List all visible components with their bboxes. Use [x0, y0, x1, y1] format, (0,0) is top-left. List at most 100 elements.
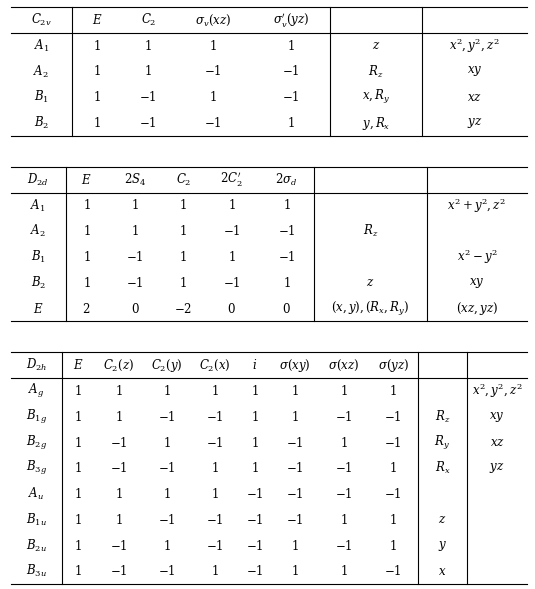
Text: $1$: $1$ [340, 564, 348, 578]
Text: $0$: $0$ [131, 302, 139, 316]
Text: $-1$: $-1$ [335, 410, 353, 424]
Text: $-1$: $-1$ [158, 461, 175, 475]
Text: $D_{2h}$: $D_{2h}$ [26, 357, 47, 373]
Text: $1$: $1$ [250, 410, 258, 424]
Text: $1$: $1$ [209, 39, 217, 53]
Text: $-1$: $-1$ [158, 564, 175, 578]
Text: $-1$: $-1$ [110, 564, 127, 578]
Text: $1$: $1$ [250, 435, 258, 449]
Text: $1$: $1$ [287, 116, 295, 130]
Text: $E$: $E$ [73, 358, 83, 372]
Text: $-1$: $-1$ [140, 90, 157, 104]
Text: $2S_4$: $2S_4$ [124, 171, 146, 188]
Text: $yz$: $yz$ [490, 461, 505, 475]
Text: $B_2$: $B_2$ [34, 115, 49, 131]
Text: $A_u$: $A_u$ [28, 486, 44, 502]
Text: $x^2, y^2, z^2$: $x^2, y^2, z^2$ [472, 382, 522, 401]
Text: $\sigma(yz)$: $\sigma(yz)$ [378, 357, 409, 374]
Text: $1$: $1$ [211, 384, 219, 398]
Text: $B_{1u}$: $B_{1u}$ [26, 512, 47, 528]
Text: $1$: $1$ [291, 564, 299, 578]
Text: $z$: $z$ [438, 514, 447, 527]
Text: $z$: $z$ [372, 39, 380, 52]
Text: $1$: $1$ [211, 461, 219, 475]
Text: $-1$: $-1$ [110, 538, 127, 552]
Text: $B_{3u}$: $B_{3u}$ [26, 563, 47, 580]
Text: $1$: $1$ [82, 224, 90, 239]
Text: $1$: $1$ [74, 461, 82, 475]
Text: $1$: $1$ [74, 487, 82, 501]
Text: $B_{2g}$: $B_{2g}$ [26, 434, 47, 452]
Text: $(xz,yz)$: $(xz,yz)$ [456, 300, 498, 317]
Text: $-1$: $-1$ [246, 513, 263, 527]
Text: $-1$: $-1$ [335, 538, 353, 552]
Text: $-1$: $-1$ [384, 435, 402, 449]
Text: $-1$: $-1$ [204, 116, 221, 130]
Text: $B_1$: $B_1$ [34, 89, 49, 105]
Text: $C_2(y)$: $C_2(y)$ [151, 357, 182, 374]
Text: $\sigma_v'(yz)$: $\sigma_v'(yz)$ [273, 11, 309, 29]
Text: $1$: $1$ [131, 224, 139, 239]
Text: $1$: $1$ [82, 250, 90, 264]
Text: $1$: $1$ [82, 276, 90, 290]
Text: $2C_2'$: $2C_2'$ [220, 171, 243, 188]
Text: $-1$: $-1$ [204, 64, 221, 78]
Text: $1$: $1$ [144, 39, 152, 53]
Text: $-1$: $-1$ [335, 487, 353, 501]
Text: $A_2$: $A_2$ [33, 64, 49, 80]
Text: $B_{3g}$: $B_{3g}$ [26, 459, 47, 477]
Text: $i$: $i$ [252, 358, 257, 372]
Text: $C_2$: $C_2$ [175, 171, 191, 188]
Text: $1$: $1$ [94, 64, 101, 78]
Text: $2\sigma_d$: $2\sigma_d$ [276, 171, 298, 188]
Text: $-1$: $-1$ [246, 487, 263, 501]
Text: $-1$: $-1$ [246, 538, 263, 552]
Text: $1$: $1$ [163, 435, 171, 449]
Text: $1$: $1$ [115, 513, 123, 527]
Text: $-1$: $-1$ [206, 513, 224, 527]
Text: $-2$: $-2$ [174, 302, 193, 316]
Text: $-1$: $-1$ [158, 410, 175, 424]
Text: $x^2+y^2, z^2$: $x^2+y^2, z^2$ [447, 196, 507, 215]
Text: $1$: $1$ [74, 435, 82, 449]
Text: $C_2(x)$: $C_2(x)$ [199, 358, 231, 373]
Text: $1$: $1$ [163, 538, 171, 552]
Text: $R_z$: $R_z$ [368, 64, 384, 80]
Text: $1$: $1$ [74, 410, 82, 424]
Text: $B_2$: $B_2$ [30, 274, 46, 291]
Text: $E$: $E$ [81, 173, 92, 187]
Text: $xy$: $xy$ [467, 64, 482, 78]
Text: $\sigma(xy)$: $\sigma(xy)$ [279, 357, 310, 374]
Text: $A_1$: $A_1$ [34, 38, 49, 54]
Text: $xy$: $xy$ [490, 410, 505, 424]
Text: $z$: $z$ [366, 276, 374, 289]
Text: $1$: $1$ [74, 384, 82, 398]
Text: $1$: $1$ [291, 384, 299, 398]
Text: $1$: $1$ [163, 487, 171, 501]
Text: $-1$: $-1$ [278, 250, 295, 264]
Text: $1$: $1$ [340, 384, 348, 398]
Text: $1$: $1$ [115, 487, 123, 501]
Text: $-1$: $-1$ [282, 64, 300, 78]
Text: $C_2$: $C_2$ [141, 12, 156, 28]
Text: $1$: $1$ [291, 538, 299, 552]
Text: $-1$: $-1$ [126, 250, 144, 264]
Text: $C_{2v}$: $C_{2v}$ [31, 12, 52, 28]
Text: $(x,y),(R_x,R_y)$: $(x,y),(R_x,R_y)$ [331, 300, 410, 317]
Text: $x$: $x$ [438, 565, 447, 578]
Text: $1$: $1$ [340, 513, 348, 527]
Text: $1$: $1$ [250, 384, 258, 398]
Text: $xz$: $xz$ [490, 436, 505, 449]
Text: $1$: $1$ [282, 276, 291, 290]
Text: $1$: $1$ [94, 90, 101, 104]
Text: $D_{2d}$: $D_{2d}$ [27, 171, 49, 188]
Text: $B_{2u}$: $B_{2u}$ [26, 538, 47, 554]
Text: $yz$: $yz$ [467, 116, 482, 130]
Text: $1$: $1$ [179, 250, 187, 264]
Text: $1$: $1$ [228, 250, 235, 264]
Text: $1$: $1$ [179, 224, 187, 239]
Text: $1$: $1$ [94, 116, 101, 130]
Text: $1$: $1$ [115, 384, 123, 398]
Text: $-1$: $-1$ [246, 564, 263, 578]
Text: $xy$: $xy$ [469, 276, 485, 290]
